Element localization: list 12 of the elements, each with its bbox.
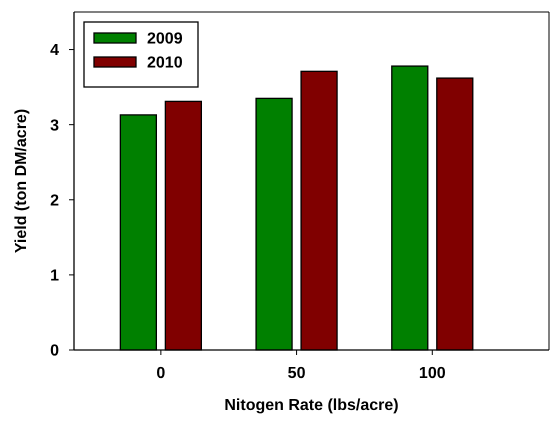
x-tick-label: 50 — [288, 365, 306, 382]
x-axis-title: Nitogen Rate (lbs/acre) — [224, 397, 399, 414]
y-tick-label: 2 — [50, 192, 60, 210]
legend-label: 2009 — [147, 30, 183, 48]
y-tick-label: 0 — [50, 342, 60, 360]
y-tick-label: 3 — [50, 117, 60, 134]
x-tick-label: 100 — [418, 365, 446, 382]
legend-label: 2010 — [147, 54, 183, 72]
y-axis-title: Yield (ton DM/acre) — [13, 108, 30, 254]
y-tick-label: 1 — [50, 267, 60, 284]
x-tick-label: 0 — [156, 365, 166, 382]
y-tick-label: 4 — [50, 42, 60, 60]
